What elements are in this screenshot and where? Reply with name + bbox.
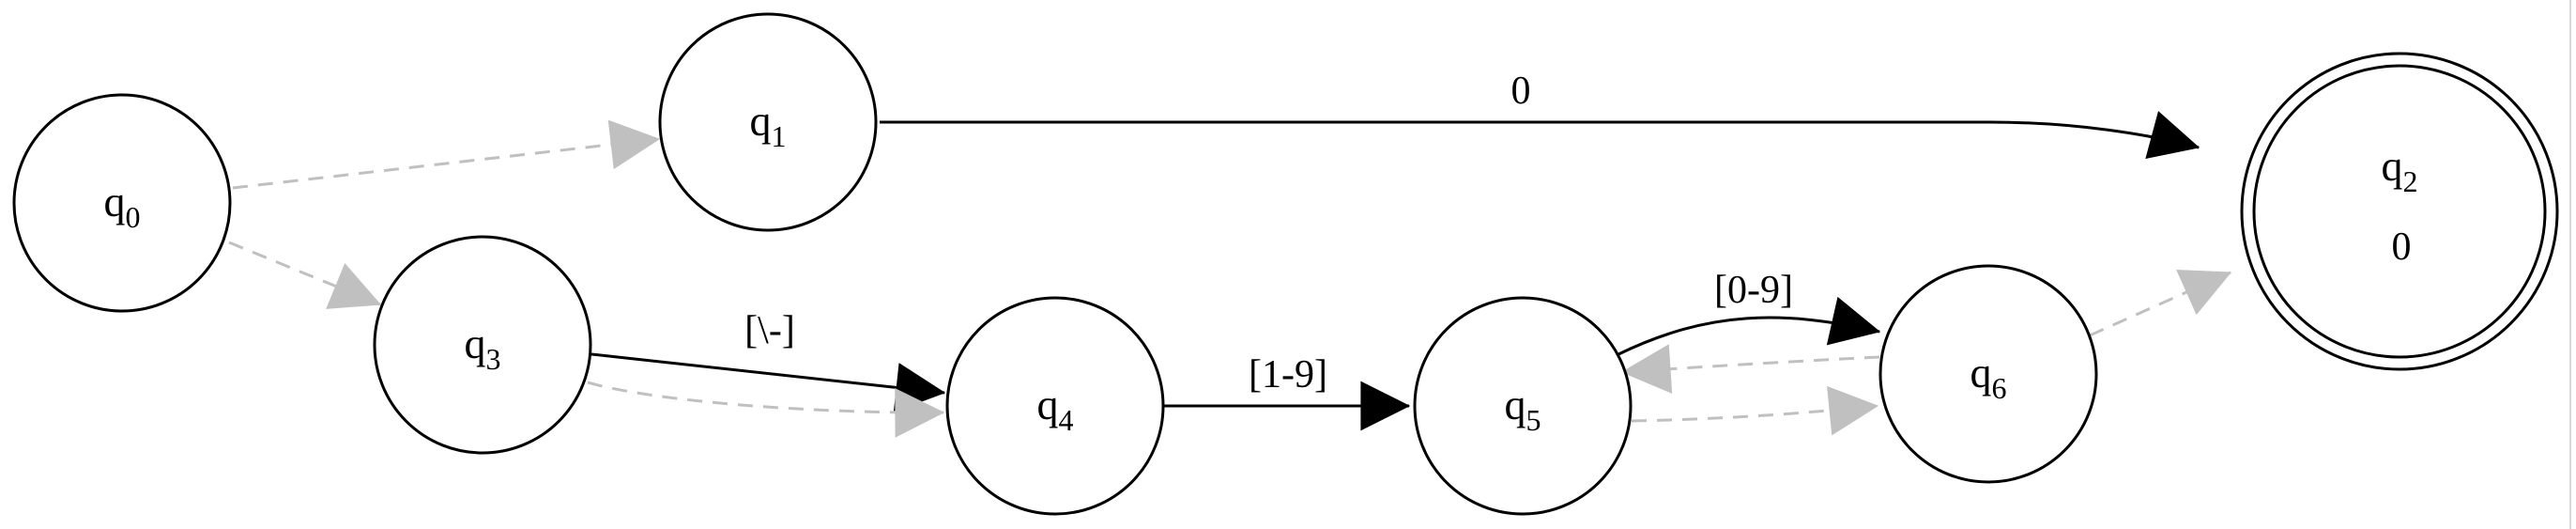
edge-label-q3-q4: [\-] bbox=[744, 309, 795, 352]
state-label: q5 bbox=[1505, 381, 1541, 437]
edge-label-q4-q5: [1-9] bbox=[1249, 353, 1327, 397]
state-label: q6 bbox=[1970, 349, 2007, 405]
state-q5: q5 bbox=[1413, 296, 1633, 516]
edge-label-q1-q2: 0 bbox=[1511, 70, 1531, 113]
epsilon-edge-q0-q1 bbox=[232, 119, 661, 190]
state-q1: q1 bbox=[658, 12, 878, 232]
state-q0: q0 bbox=[12, 93, 232, 313]
epsilon-edge-q3-q4 bbox=[587, 381, 945, 438]
epsilon-edge-q6-q2 bbox=[2089, 269, 2232, 337]
state-q6: q6 bbox=[1878, 264, 2098, 484]
edge-q5-q6 bbox=[1616, 296, 1881, 357]
epsilon-edge-q5-q6 bbox=[1631, 385, 1879, 436]
state-q4: q4 bbox=[945, 296, 1165, 516]
state-label: q4 bbox=[1037, 381, 1074, 437]
state-label: q2 bbox=[2382, 142, 2418, 198]
edge-q3-q4 bbox=[590, 352, 946, 412]
state-q2-accepting: q2 0 bbox=[2240, 52, 2559, 371]
state-label: q3 bbox=[465, 319, 501, 376]
state-output: 0 bbox=[2392, 226, 2412, 269]
edge-label-q5-q6: [0-9] bbox=[1714, 269, 1793, 312]
state-label: q0 bbox=[104, 178, 141, 234]
edge-q1-q2 bbox=[880, 111, 2200, 160]
epsilon-edge-q6-q5 bbox=[1620, 344, 1880, 394]
state-q3: q3 bbox=[373, 235, 592, 455]
state-label: q1 bbox=[750, 97, 787, 153]
epsilon-edge-q0-q3 bbox=[228, 241, 382, 309]
